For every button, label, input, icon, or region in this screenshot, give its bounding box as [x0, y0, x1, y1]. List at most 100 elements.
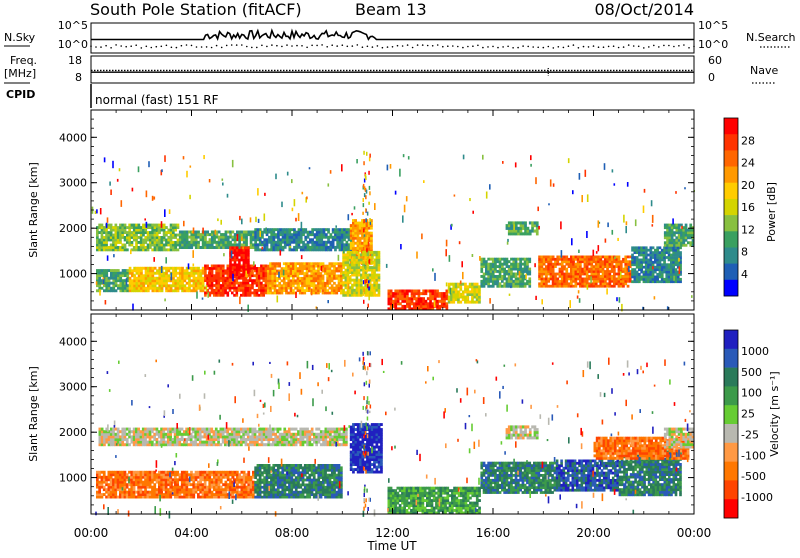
- echo-cell: [271, 279, 274, 282]
- echo-cell: [526, 258, 529, 261]
- echo-cell: [595, 268, 598, 271]
- noise-search-dot: [613, 45, 615, 47]
- echo-cell: [283, 438, 286, 441]
- echo-cell: [575, 263, 578, 266]
- echo-cell: [322, 287, 325, 290]
- echo-cell: [152, 274, 155, 277]
- echo-cell: [659, 266, 662, 269]
- echo-cell: [128, 239, 131, 242]
- echo-cell: [249, 430, 252, 433]
- echo-cell: [476, 283, 479, 286]
- echo-cell: [202, 287, 205, 290]
- echo-cell: [197, 287, 200, 290]
- echo-cell: [204, 272, 207, 275]
- echo-cell: [222, 243, 225, 246]
- noise-search-dot: [502, 46, 504, 48]
- echo-cell: [602, 268, 605, 271]
- echo-cell: [331, 275, 334, 278]
- echo-cell: [112, 438, 115, 441]
- echo-cell: [471, 298, 474, 301]
- echo-cell: [429, 305, 432, 308]
- echo-cell: [659, 280, 662, 283]
- echo-cell: [675, 268, 678, 271]
- echo-cell: [174, 226, 177, 229]
- echo-cell: [448, 298, 451, 301]
- echo-cell: [165, 441, 168, 444]
- echo-point: [367, 212, 369, 216]
- echo-cell: [245, 249, 248, 252]
- echo-cell: [422, 305, 425, 308]
- echo-point: [363, 229, 365, 233]
- echo-cell: [670, 280, 673, 283]
- echo-cell: [158, 430, 161, 433]
- echo-cell: [188, 236, 191, 239]
- echo-cell: [609, 260, 612, 263]
- echo-cell: [193, 269, 196, 272]
- echo-cell: [343, 238, 346, 241]
- echo-cell: [161, 236, 164, 239]
- echo-cell: [274, 287, 277, 290]
- echo-cell: [184, 274, 187, 277]
- echo-cell: [241, 231, 244, 234]
- echo-cell: [140, 443, 143, 446]
- echo-cell: [664, 244, 667, 247]
- echo-cell: [609, 278, 612, 281]
- echo-point: [525, 274, 527, 279]
- echo-cell: [96, 239, 99, 242]
- echo-cell: [181, 277, 184, 280]
- echo-cell: [404, 292, 407, 295]
- echo-cell: [254, 246, 257, 249]
- echo-cell: [308, 289, 311, 292]
- echo-cell: [163, 279, 166, 282]
- echo-cell: [290, 265, 293, 268]
- echo-cell: [434, 292, 437, 295]
- echo-cell: [277, 246, 280, 249]
- echo-cell: [668, 263, 671, 266]
- echo-cell: [179, 241, 182, 244]
- echo-cell: [263, 241, 266, 244]
- echo-cell: [413, 290, 416, 293]
- echo-cell: [149, 244, 152, 247]
- echo-cell: [597, 273, 600, 276]
- echo-cell: [260, 284, 263, 287]
- echo-cell: [152, 267, 155, 270]
- echo-cell: [266, 241, 269, 244]
- echo-cell: [485, 273, 488, 276]
- echo-cell: [552, 270, 555, 273]
- echo-cell: [285, 270, 288, 273]
- echo-cell: [229, 289, 232, 292]
- echo-cell: [506, 227, 509, 230]
- echo-point: [154, 197, 156, 200]
- echo-cell: [156, 433, 159, 436]
- echo-cell: [263, 438, 266, 441]
- noise-search-dot: [221, 47, 223, 49]
- echo-cell: [131, 282, 134, 285]
- echo-cell: [265, 284, 268, 287]
- echo-point: [681, 226, 683, 229]
- echo-cell: [247, 271, 250, 274]
- echo-point: [626, 221, 628, 225]
- echo-cell: [251, 438, 254, 441]
- echo-cell: [329, 265, 332, 268]
- echo-cell: [318, 233, 321, 236]
- echo-cell: [110, 430, 113, 433]
- echo-cell: [675, 271, 678, 274]
- echo-point: [365, 231, 367, 235]
- noise-search-dot: [271, 44, 273, 46]
- echo-cell: [213, 289, 216, 292]
- echo-point: [369, 186, 371, 190]
- echo-cell: [145, 267, 148, 270]
- echo-cell: [654, 276, 657, 279]
- echo-cell: [503, 263, 506, 266]
- echo-point: [104, 157, 106, 162]
- echo-cell: [661, 266, 664, 269]
- noise-search-dot: [593, 45, 595, 47]
- echo-cell: [277, 438, 280, 441]
- echo-cell: [515, 221, 518, 224]
- echo-cell: [98, 277, 101, 280]
- echo-cell: [606, 275, 609, 278]
- echo-cell: [158, 277, 161, 280]
- echo-cell: [376, 281, 379, 284]
- echo-cell: [195, 282, 198, 285]
- echo-cell: [156, 441, 159, 444]
